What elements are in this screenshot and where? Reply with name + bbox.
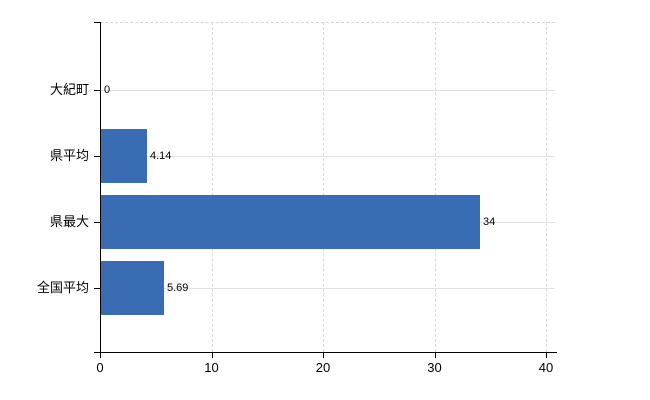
gridline-horizontal bbox=[100, 156, 555, 157]
x-axis-tick bbox=[323, 352, 324, 358]
y-axis-line bbox=[100, 22, 101, 352]
y-axis-tick bbox=[94, 222, 100, 223]
gridline-vertical bbox=[323, 22, 324, 352]
bar-value-label: 0 bbox=[104, 84, 111, 96]
x-axis-tick bbox=[100, 352, 101, 358]
x-axis-tick-label: 40 bbox=[538, 360, 554, 375]
gridline-vertical bbox=[546, 22, 547, 352]
x-axis-tick-label: 0 bbox=[96, 360, 104, 375]
x-axis-tick-label: 30 bbox=[427, 360, 442, 375]
gridline-horizontal bbox=[100, 288, 555, 289]
bar-value-label: 4.14 bbox=[150, 150, 172, 162]
bar bbox=[101, 129, 147, 183]
bar-value-label: 5.69 bbox=[167, 282, 189, 294]
y-axis-tick bbox=[94, 288, 100, 289]
gridline-vertical bbox=[211, 22, 213, 352]
category-label: 県最大 bbox=[49, 214, 89, 229]
category-label: 県平均 bbox=[49, 148, 89, 163]
x-axis-tick bbox=[434, 352, 436, 358]
y-axis-tick bbox=[94, 156, 100, 157]
plot-top-border bbox=[100, 22, 555, 23]
gridline-horizontal bbox=[100, 90, 555, 91]
y-axis-tick bbox=[94, 22, 100, 23]
x-axis-tick-label: 20 bbox=[315, 360, 331, 375]
y-axis-tick bbox=[94, 90, 100, 91]
category-label: 全国平均 bbox=[36, 280, 89, 295]
bar bbox=[101, 261, 164, 315]
x-axis-tick-label: 10 bbox=[204, 360, 219, 375]
x-axis-line bbox=[94, 352, 557, 353]
bar bbox=[101, 195, 480, 249]
x-axis-tick bbox=[211, 352, 213, 358]
gridline-vertical bbox=[434, 22, 436, 352]
x-axis-tick bbox=[546, 352, 547, 358]
bar-value-label: 34 bbox=[483, 216, 496, 228]
category-label: 大紀町 bbox=[49, 82, 89, 97]
